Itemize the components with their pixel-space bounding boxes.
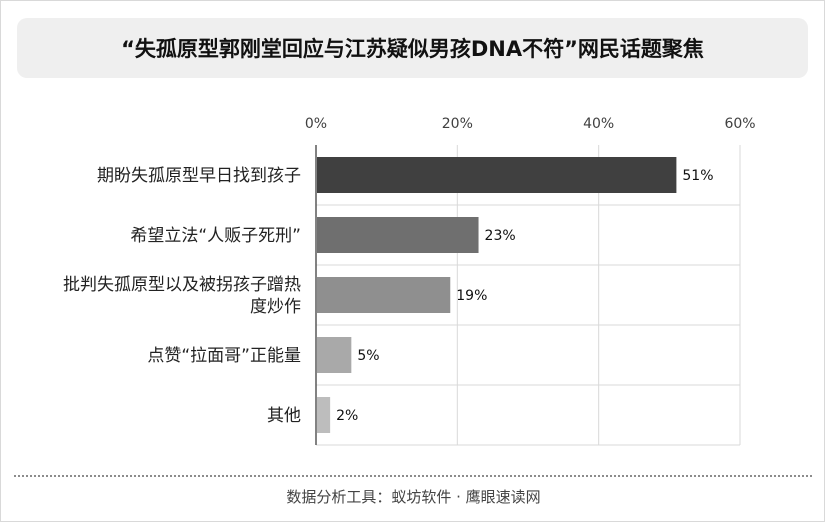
bar: [317, 157, 677, 193]
chart-title: “失孤原型郭刚堂回应与江苏疑似男孩DNA不符”网民话题聚焦: [121, 37, 704, 61]
bar-value-label: 19%: [456, 288, 487, 304]
title-banner: “失孤原型郭刚堂回应与江苏疑似男孩DNA不符”网民话题聚焦: [17, 18, 808, 78]
bar: [317, 277, 451, 313]
bar-value-label: 23%: [485, 228, 516, 244]
category-label: 期盼失孤原型早日找到孩子: [97, 166, 301, 186]
bar: [317, 397, 331, 433]
category-label: 点赞“拉面哥”正能量: [147, 346, 301, 366]
x-tick-label: 60%: [724, 116, 755, 132]
category-label: 批判失孤原型以及被拐孩子蹭热: [63, 275, 301, 295]
bar: [317, 337, 352, 373]
bar-value-label: 5%: [357, 348, 379, 364]
category-label: 其他: [267, 406, 301, 426]
category-label: 希望立法“人贩子死刑”: [130, 226, 301, 246]
bar-value-label: 2%: [336, 408, 358, 424]
data-source-note: 数据分析工具：蚁坊软件 · 鹰眼速读网: [286, 488, 541, 506]
footer-divider: [14, 475, 812, 477]
bar: [317, 217, 479, 253]
bar-value-label: 51%: [682, 168, 713, 184]
x-tick-label: 20%: [442, 116, 473, 132]
x-tick-label: 0%: [305, 116, 327, 132]
x-tick-label: 40%: [583, 116, 614, 132]
category-label: 度炒作: [250, 297, 301, 317]
bar-chart: 0% 20% 40% 60% 51% 期盼失孤原型早日找到孩子 23% 希望立法“人贩子死刑”…: [63, 116, 756, 446]
